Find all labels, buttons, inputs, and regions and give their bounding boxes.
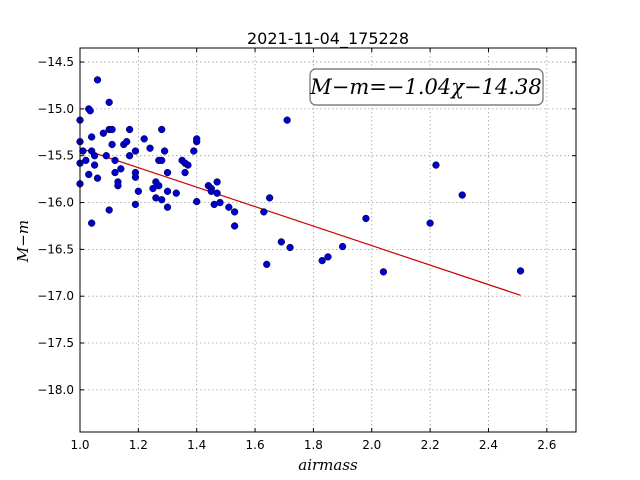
data-point [88, 219, 96, 227]
data-point [134, 187, 143, 195]
data-point [379, 268, 388, 276]
data-point [90, 152, 99, 160]
data-point [216, 198, 224, 207]
data-point [88, 133, 96, 141]
data-point [283, 116, 291, 124]
data-point [193, 135, 201, 143]
data-point [516, 267, 525, 275]
annotation-box [309, 68, 544, 106]
data-point [123, 138, 131, 146]
data-point [318, 256, 326, 265]
data-point [181, 168, 189, 177]
annotation-text: M−m=−1.04χ−14.38 [309, 75, 541, 99]
data-point [131, 173, 140, 181]
data-point [93, 76, 102, 84]
data-point [158, 196, 166, 204]
data-point [324, 253, 332, 261]
x-tick-label: 2.6 [537, 438, 556, 452]
data-point [362, 214, 370, 223]
y-tick-label: −15.5 [37, 149, 74, 163]
data-point [213, 178, 221, 186]
data-point [225, 203, 233, 211]
data-point [190, 147, 198, 155]
data-point [86, 107, 94, 115]
plot-frame [79, 47, 577, 433]
x-tick-label: 1.4 [187, 438, 206, 452]
data-point [131, 200, 140, 209]
data-point [426, 219, 434, 227]
data-point [163, 187, 172, 195]
data-point [105, 98, 113, 106]
x-tick-label: 2.4 [479, 438, 498, 452]
data-point [146, 144, 154, 152]
data-point [79, 147, 87, 155]
data-point [263, 260, 271, 269]
data-point [158, 156, 166, 165]
data-point [90, 161, 99, 169]
data-point [102, 152, 110, 160]
chart-title: 2021-11-04_175228 [247, 29, 409, 49]
x-tick-label: 2.2 [421, 438, 440, 452]
y-tick-label: −16.0 [37, 196, 74, 210]
data-point [163, 168, 172, 177]
data-point [99, 129, 107, 137]
data-point [458, 191, 466, 199]
y-tick-label: −17.0 [37, 289, 74, 303]
y-tick-label: −17.5 [37, 336, 74, 350]
data-point [131, 147, 140, 155]
y-tick-label: −16.5 [37, 242, 74, 256]
x-tick-label: 1.2 [129, 438, 148, 452]
data-point [260, 208, 268, 216]
data-point [163, 203, 172, 211]
axis-ticks: 1.0 1.2 1.4 1.6 1.8 2.0 2.2 2.4 2.6 −14.5 −15.0 −15… [37, 48, 576, 452]
y-axis-label: M−m [14, 220, 32, 263]
data-point [265, 194, 274, 202]
y-tick-label: −15.0 [37, 102, 74, 116]
x-tick-label: 1.8 [304, 438, 323, 452]
data-point [108, 140, 116, 149]
data-point [117, 165, 125, 173]
data-point [158, 125, 166, 134]
data-point [108, 125, 116, 134]
fit-annotation: M−m=−1.04χ−14.38 [309, 68, 544, 106]
x-tick-label: 2.0 [362, 438, 381, 452]
x-tick-label: 1.0 [70, 438, 89, 452]
data-points [76, 76, 525, 276]
x-tick-label: 1.6 [246, 438, 265, 452]
data-point [160, 147, 169, 155]
data-point [193, 197, 201, 206]
fit-line-group [79, 147, 521, 296]
data-point [338, 242, 347, 251]
x-axis-label: airmass [298, 456, 358, 474]
data-point [432, 161, 440, 169]
data-point [155, 182, 163, 190]
data-point [114, 182, 122, 190]
data-point [230, 222, 239, 230]
y-tick-label: −14.5 [37, 55, 74, 69]
data-point [184, 161, 192, 169]
data-point [85, 170, 93, 179]
data-point [149, 184, 157, 193]
y-tick-label: −18.0 [37, 383, 74, 397]
data-point [213, 189, 221, 197]
data-point [125, 152, 134, 160]
data-point [93, 174, 102, 182]
data-point [230, 208, 239, 216]
data-point [286, 243, 294, 252]
data-point [82, 156, 90, 165]
grid-lines [79, 48, 576, 432]
data-point [125, 125, 134, 134]
fit-line [79, 147, 521, 296]
data-point [172, 189, 180, 197]
data-point [277, 238, 285, 246]
data-point [105, 206, 113, 214]
data-point [111, 168, 119, 177]
data-point [111, 156, 119, 165]
data-point [140, 135, 148, 143]
